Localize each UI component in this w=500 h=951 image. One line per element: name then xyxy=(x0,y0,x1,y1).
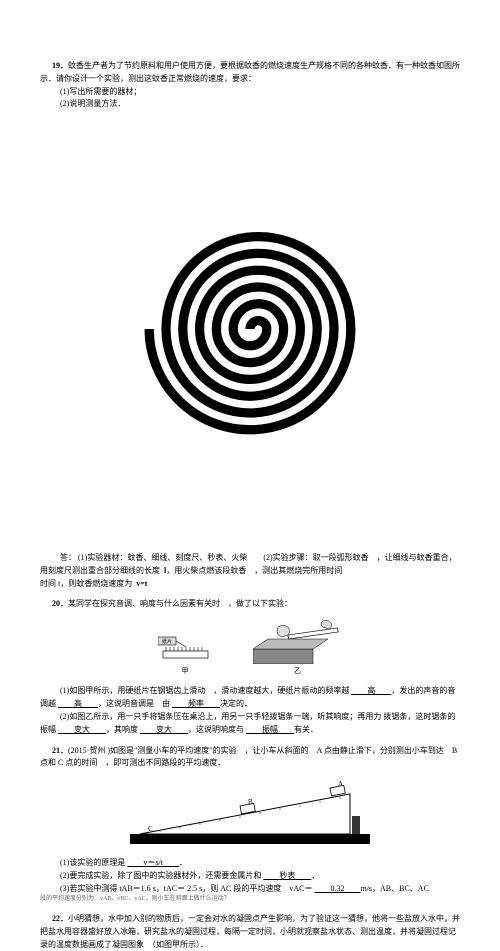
comb-figure: 纸片 xyxy=(158,629,213,664)
q19-sub1: (1)写出所需要的器材； xyxy=(40,86,460,99)
table-ruler-figure xyxy=(253,619,343,664)
spiral-icon xyxy=(40,119,460,539)
blank-bianda1: 变大 xyxy=(58,725,106,734)
q21-footer: 段的平均速度分别为 vAB、vBC、vAC，则小车在斜面上做什么运动？ xyxy=(40,895,460,905)
q19-answer: 答： (1)实验器材：蚊香、细线、刻度尺、秒表、火柴 (2)实验步骤：取一段弧形… xyxy=(40,552,460,578)
ramp-figure: A B C xyxy=(40,776,460,851)
formula: v=t xyxy=(136,579,147,588)
q19-formula-line: 时间 t，则蚊香燃烧速度为 v=t xyxy=(40,578,460,591)
ramp-icon: A B C xyxy=(130,776,370,846)
cap-jia: 甲 xyxy=(158,666,213,677)
q19-intro: 19．蚊香生产者为了节约原料和用户使用方便，要根据蚊香的燃烧速度生产规格不同的各… xyxy=(40,60,460,86)
svg-text:A: A xyxy=(338,780,343,788)
blank-bianda2: 变大 xyxy=(140,725,188,734)
q21s1-end: ． xyxy=(179,858,187,867)
spiral-figure xyxy=(40,119,460,544)
q21s3-pre: (3)若实验中测得 xyxy=(60,884,117,893)
svg-text:B: B xyxy=(248,798,253,806)
blank-miaobiao: 秒表 xyxy=(263,871,311,880)
blank-vac: 0.32 xyxy=(314,884,360,893)
vac-unit: m/s，AB、BC、AC xyxy=(360,884,428,893)
ans1-text: 蚊香、细线、刻度尺、秒表、火柴 xyxy=(127,553,247,562)
ans-label: 答： xyxy=(60,553,76,562)
q20s2-mid2: ，其响度 xyxy=(106,725,138,734)
blank-zhenfu: 振幅 xyxy=(246,725,294,734)
question-21: 21．(2015·贺州 )如图是"测量小车的平均速度"的实验 ，让小车从斜面的 … xyxy=(40,745,460,905)
q22-intro-text: 小明猜想，水中加入别的物质后，一定会对水的凝固点产生影响，为了验证这一猜想，他将… xyxy=(40,914,460,949)
q19-intro-text: 蚊香生产者为了节约原料和用户使用方便，要根据蚊香的燃烧速度生产规格不同的各种蚊香… xyxy=(40,61,460,83)
q21s2-pre: (2)要完成实验，除了图中的实验器材外，还需要金属片和 xyxy=(60,871,261,880)
q20s1-pre: (1)如图甲所示，用硬纸片在钢锯齿上滑动 ，滑动速度越大，硬纸片振动的频率越 xyxy=(60,686,349,695)
tab: tAB＝1.6 s xyxy=(119,884,155,893)
q20-figures: 纸片 甲 乙 xyxy=(40,619,460,677)
tac: ，tAC＝ 2.5 s，则 AC 段的平均速度 xyxy=(156,884,282,893)
q21s1-pre: (1)该实验的原理是 xyxy=(60,858,125,867)
q21-number: 21． xyxy=(52,746,68,755)
q20s2-mid3: ，这说明响度与 xyxy=(188,725,244,734)
svg-text:C: C xyxy=(148,825,153,833)
ans2-text2: ，用火柴点燃该段蚊香 ，测出其燃烧完所用时间 xyxy=(166,566,342,575)
q21-intro: 21．(2015·贺州 )如图是"测量小车的平均速度"的实验 ，让小车从斜面的 … xyxy=(40,745,460,771)
question-20: 20．某同学在探究音调、响度与什么因素有关时 ，做了以下实验： 纸片 xyxy=(40,598,460,736)
q21s2-end: ． xyxy=(311,871,319,880)
blank-vst: v＝s/t xyxy=(127,858,179,867)
question-22: 22．小明猜想，水中加入别的物质后，一定会对水的凝固点产生影响，为了验证这一猜想… xyxy=(40,913,460,951)
svg-text:纸片: 纸片 xyxy=(162,638,172,645)
q21-sub3: (3)若实验中测得 tAB＝1.6 s，tAC＝ 2.5 s，则 AC 段的平均… xyxy=(40,883,460,896)
q21-sub1: (1)该实验的原理是 v＝s/t ． xyxy=(40,857,460,870)
figure-jia: 纸片 甲 xyxy=(158,629,213,677)
q21-year: (2015·贺州 ) xyxy=(68,746,110,755)
q20-intro-text: 某同学在探究音调、响度与什么因素有关时 ，做了以下实验： xyxy=(68,599,292,608)
ans1-label: (1)实验器材： xyxy=(78,553,127,562)
vac-label: vAC＝ xyxy=(289,884,312,893)
q20s2-pre: (2)如图乙所示，用一只手将锯条压在桌沿上，用另一只手轻拨锯条一端，听其响度；再… xyxy=(60,712,381,721)
q20-sub1: (1)如图甲所示，用硬纸片在钢锯齿上滑动 ，滑动速度越大，硬纸片振动的频率越 高… xyxy=(40,685,460,711)
blank-gao1: 高 xyxy=(351,686,391,695)
figure-yi: 乙 xyxy=(253,619,343,677)
q19-sub2: (2)说明测量方法． xyxy=(40,98,460,111)
q22-number: 22． xyxy=(52,914,68,923)
cap-yi: 乙 xyxy=(253,666,343,677)
question-19: 19．蚊香生产者为了节约原料和用户使用方便，要根据蚊香的燃烧速度生产规格不同的各… xyxy=(40,60,460,590)
q20-intro: 20．某同学在探究音调、响度与什么因素有关时 ，做了以下实验： xyxy=(40,598,460,611)
q22-intro: 22．小明猜想，水中加入别的物质后，一定会对水的凝固点产生影响，为了验证这一猜想… xyxy=(40,913,460,951)
q20-number: 20． xyxy=(52,599,68,608)
time-label: 时间 t，则蚊香燃烧速度为 xyxy=(40,579,132,588)
q20-sub2: (2)如图乙所示，用一只手将锯条压在桌沿上，用另一只手轻拨锯条一端，听其响度；再… xyxy=(40,711,460,737)
q21-sub2: (2)要完成实验，除了图中的实验器材外，还需要金属片和 秒表 ． xyxy=(40,870,460,883)
ans2-label: (2)实验步骤： xyxy=(263,553,312,562)
q20s2-end: 有关． xyxy=(294,725,318,734)
q19-number: 19． xyxy=(52,61,68,70)
